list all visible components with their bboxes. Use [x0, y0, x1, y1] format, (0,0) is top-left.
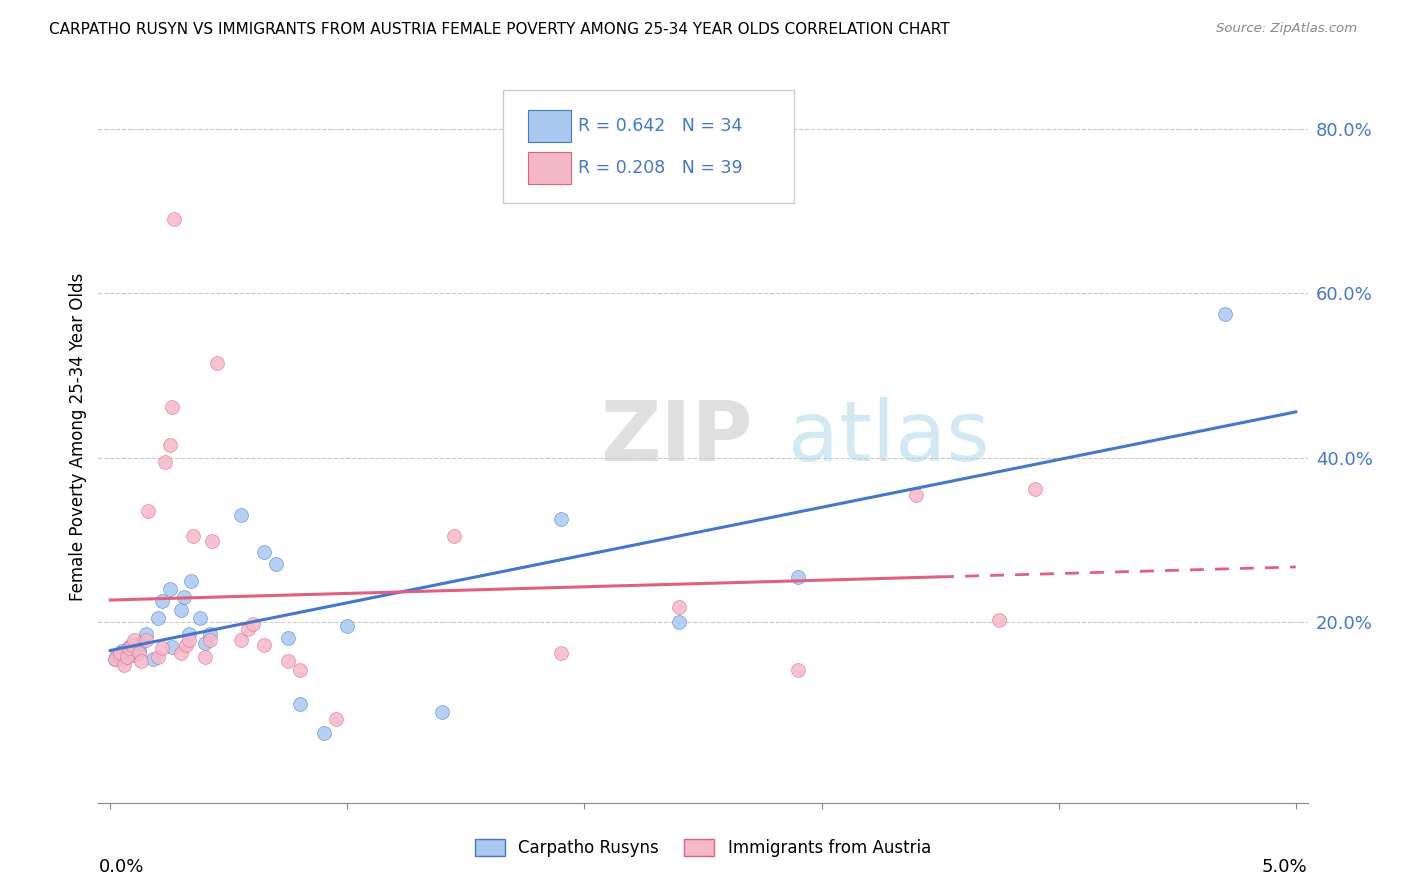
Point	[181, 529, 204, 543]
Point	[135, 633, 157, 648]
Point	[163, 212, 186, 227]
Point	[115, 648, 138, 662]
Point	[190, 611, 212, 625]
Point	[121, 638, 143, 652]
Point	[325, 712, 347, 726]
Point	[277, 655, 299, 669]
Point	[229, 633, 252, 648]
Point	[786, 570, 808, 584]
Text: atlas: atlas	[787, 397, 990, 477]
Y-axis label: Female Poverty Among 25-34 Year Olds: Female Poverty Among 25-34 Year Olds	[69, 273, 87, 601]
Point	[128, 644, 150, 658]
Point	[253, 638, 276, 652]
FancyBboxPatch shape	[503, 90, 793, 203]
Text: Source: ZipAtlas.com: Source: ZipAtlas.com	[1216, 22, 1357, 36]
Point	[1213, 307, 1236, 321]
Point	[288, 663, 311, 677]
Point	[160, 640, 183, 654]
Point	[118, 640, 141, 654]
Point	[108, 646, 131, 660]
Point	[194, 635, 217, 649]
Point	[114, 657, 136, 672]
Point	[198, 633, 221, 648]
Point	[443, 529, 465, 543]
Point	[432, 706, 454, 720]
Point	[118, 641, 141, 656]
Point	[905, 487, 928, 501]
Point	[177, 627, 200, 641]
Point	[136, 504, 159, 518]
Point	[115, 649, 138, 664]
Point	[129, 655, 152, 669]
Point	[159, 582, 181, 596]
Point	[180, 574, 202, 588]
Point	[135, 627, 157, 641]
Point	[170, 602, 193, 616]
Point	[288, 697, 311, 711]
Point	[142, 652, 165, 666]
Point	[128, 646, 150, 660]
Point	[159, 438, 181, 452]
Point	[146, 649, 169, 664]
Point	[277, 632, 299, 646]
Point	[111, 644, 134, 658]
Text: 0.0%: 0.0%	[98, 858, 143, 876]
Point	[194, 649, 217, 664]
Point	[336, 619, 359, 633]
Point	[152, 594, 174, 608]
Point	[177, 633, 200, 648]
Point	[104, 652, 127, 666]
Text: CARPATHO RUSYN VS IMMIGRANTS FROM AUSTRIA FEMALE POVERTY AMONG 25-34 YEAR OLDS C: CARPATHO RUSYN VS IMMIGRANTS FROM AUSTRI…	[49, 22, 950, 37]
Point	[122, 648, 145, 662]
Point	[174, 638, 197, 652]
Point	[312, 726, 335, 740]
Text: 5.0%: 5.0%	[1263, 858, 1308, 876]
Point	[201, 534, 224, 549]
Legend: Carpatho Rusyns, Immigrants from Austria: Carpatho Rusyns, Immigrants from Austria	[468, 832, 938, 864]
Point	[105, 648, 128, 662]
Point	[146, 611, 169, 625]
Point	[129, 635, 152, 649]
Point	[264, 558, 287, 572]
Point	[236, 622, 259, 636]
Text: R = 0.642   N = 34: R = 0.642 N = 34	[578, 117, 742, 136]
Point	[229, 508, 252, 523]
Point	[170, 646, 193, 660]
Point	[152, 641, 174, 656]
Point	[786, 663, 808, 677]
Point	[198, 627, 221, 641]
FancyBboxPatch shape	[527, 152, 571, 184]
Point	[122, 633, 145, 648]
Text: R = 0.208   N = 39: R = 0.208 N = 39	[578, 159, 744, 177]
Point	[1024, 482, 1046, 496]
Point	[550, 646, 572, 660]
FancyBboxPatch shape	[527, 110, 571, 143]
Point	[668, 615, 690, 629]
Point	[114, 652, 136, 666]
Point	[550, 512, 572, 526]
Point	[153, 455, 176, 469]
Point	[988, 613, 1011, 627]
Point	[253, 545, 276, 559]
Point	[205, 356, 228, 370]
Point	[104, 652, 127, 666]
Text: ZIP: ZIP	[600, 397, 752, 477]
Point	[668, 600, 690, 615]
Point	[242, 616, 264, 631]
Point	[160, 400, 183, 414]
Point	[173, 591, 195, 605]
